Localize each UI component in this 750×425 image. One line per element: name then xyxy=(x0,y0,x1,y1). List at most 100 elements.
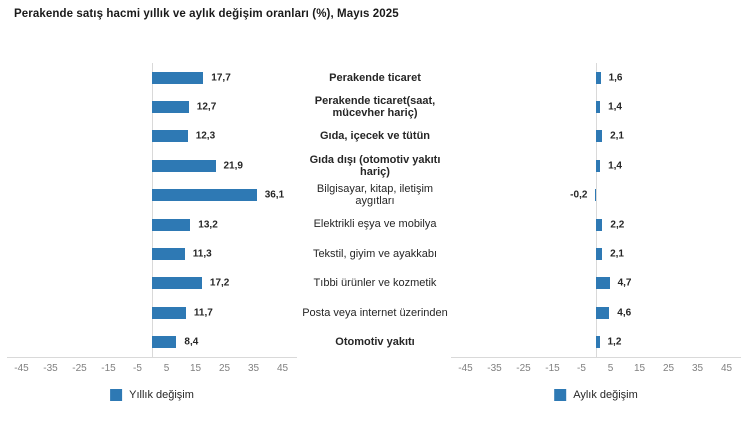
bar xyxy=(152,336,177,349)
bar-row: 17,2 xyxy=(7,269,297,298)
bar xyxy=(152,277,202,290)
chart-title: Perakende satış hacmi yıllık ve aylık de… xyxy=(14,8,399,20)
legend-swatch-icon xyxy=(110,389,123,401)
bar-row: 11,7 xyxy=(7,298,297,327)
x-tick-label: -5 xyxy=(577,363,586,374)
bar xyxy=(152,71,204,84)
x-tick-label: -35 xyxy=(487,363,502,374)
value-label: 4,6 xyxy=(617,307,632,319)
x-tick-label: 45 xyxy=(720,363,733,374)
bar-row: 2,1 xyxy=(451,239,741,268)
bar-row: 2,1 xyxy=(451,122,741,151)
legend-swatch-icon xyxy=(554,389,567,401)
bar-row: 36,1 xyxy=(7,181,297,210)
x-tick-label: -35 xyxy=(43,363,58,374)
bar xyxy=(596,248,603,261)
bar-row: 1,2 xyxy=(451,328,741,357)
category-label: Otomotiv yakıtı xyxy=(335,336,415,349)
value-label: 13,2 xyxy=(198,219,218,231)
value-label: 1,6 xyxy=(608,72,623,84)
bar xyxy=(596,130,603,143)
bar xyxy=(152,189,257,202)
category-label: Perakende ticaret(saat, mücevher hariç) xyxy=(314,94,436,120)
x-tick-label: 5 xyxy=(163,363,170,374)
x-tick-label: -15 xyxy=(545,363,560,374)
category-label: Perakende ticaret xyxy=(329,71,421,84)
value-label: 1,4 xyxy=(608,160,622,172)
x-tick-label: 5 xyxy=(607,363,614,374)
bar xyxy=(152,130,188,143)
value-label: 2,1 xyxy=(610,130,624,142)
bar-row: 11,3 xyxy=(7,239,297,268)
monthly-x-axis: -45 -35 -25 -15 -5 5 15 25 35 45 xyxy=(451,363,741,377)
value-label: 11,7 xyxy=(193,307,213,319)
bar xyxy=(596,218,603,231)
bar xyxy=(152,101,189,114)
x-tick-label: 35 xyxy=(691,363,704,374)
category-label: Posta veya internet üzerinden xyxy=(302,306,448,319)
value-label: 8,4 xyxy=(184,336,199,348)
x-tick-label: -25 xyxy=(516,363,531,374)
bar-row: 4,7 xyxy=(451,269,741,298)
x-tick-label: -15 xyxy=(101,363,116,374)
bar xyxy=(152,306,186,319)
value-label: 36,1 xyxy=(264,189,285,201)
value-label: 21,9 xyxy=(223,160,243,172)
value-label: -0,2 xyxy=(570,189,588,201)
x-tick-label: 25 xyxy=(218,363,231,374)
bar-row: 1,4 xyxy=(451,92,741,121)
category-label: Elektrikli eşya ve mobilya xyxy=(313,218,437,231)
category-labels: Perakende ticaret Perakende ticaret(saat,… xyxy=(295,63,455,357)
bar-row: 13,2 xyxy=(7,210,297,239)
legend-monthly: Aylık değişim xyxy=(554,389,638,401)
bar-row: -0,2 xyxy=(451,181,741,210)
legend-annual-label: Yıllık değişim xyxy=(129,389,194,401)
legend-annual: Yıllık değişim xyxy=(110,389,194,401)
x-tick-label: 35 xyxy=(247,363,260,374)
value-label: 12,7 xyxy=(196,101,217,113)
bar xyxy=(596,101,601,114)
annual-x-axis: -45 -35 -25 -15 -5 5 15 25 35 45 xyxy=(7,363,297,377)
x-tick-label: -45 xyxy=(14,363,29,374)
value-label: 1,4 xyxy=(608,101,622,113)
value-label: 17,7 xyxy=(211,72,231,84)
bar xyxy=(152,159,216,172)
category-label: Tekstil, giyim ve ayakkabı xyxy=(312,247,438,260)
category-label: Tıbbi ürünler ve kozmetik xyxy=(313,277,437,290)
zero-baseline xyxy=(152,63,153,357)
x-tick-label: 15 xyxy=(633,363,646,374)
bar xyxy=(595,189,596,202)
bar xyxy=(596,159,601,172)
bar-row: 1,6 xyxy=(451,63,741,92)
zero-baseline xyxy=(596,63,597,357)
value-label: 2,2 xyxy=(610,219,625,231)
bar-row: 4,6 xyxy=(451,298,741,327)
bar xyxy=(152,248,185,261)
x-tick-label: 45 xyxy=(276,363,289,374)
monthly-change-plot: 1,6 1,4 2,1 1,4 -0,2 2,2 2,1 4,7 4,6 1,2 xyxy=(451,63,741,358)
bar xyxy=(596,306,610,319)
bar-row: 1,4 xyxy=(451,151,741,180)
value-label: 17,2 xyxy=(209,277,230,289)
bar xyxy=(596,71,601,84)
bar-row: 12,3 xyxy=(7,122,297,151)
annual-change-plot: 17,7 12,7 12,3 21,9 36,1 13,2 11,3 17,2 11,7 8,4 xyxy=(7,63,297,358)
bar-row: 12,7 xyxy=(7,92,297,121)
x-tick-label: -45 xyxy=(458,363,473,374)
bar xyxy=(596,336,600,349)
category-label: Gıda dışı (otomotiv yakıtı hariç) xyxy=(309,153,441,178)
x-tick-label: 25 xyxy=(662,363,675,374)
value-label: 2,1 xyxy=(610,248,624,260)
bar xyxy=(596,277,610,290)
bar-row: 8,4 xyxy=(7,328,297,357)
value-label: 12,3 xyxy=(195,130,216,142)
value-label: 11,3 xyxy=(192,248,212,260)
value-label: 4,7 xyxy=(617,277,632,289)
bar xyxy=(152,218,191,231)
legend-monthly-label: Aylık değişim xyxy=(573,389,638,401)
x-tick-label: -5 xyxy=(133,363,142,374)
value-label: 1,2 xyxy=(607,336,622,348)
bar-row: 21,9 xyxy=(7,151,297,180)
x-tick-label: -25 xyxy=(72,363,87,374)
